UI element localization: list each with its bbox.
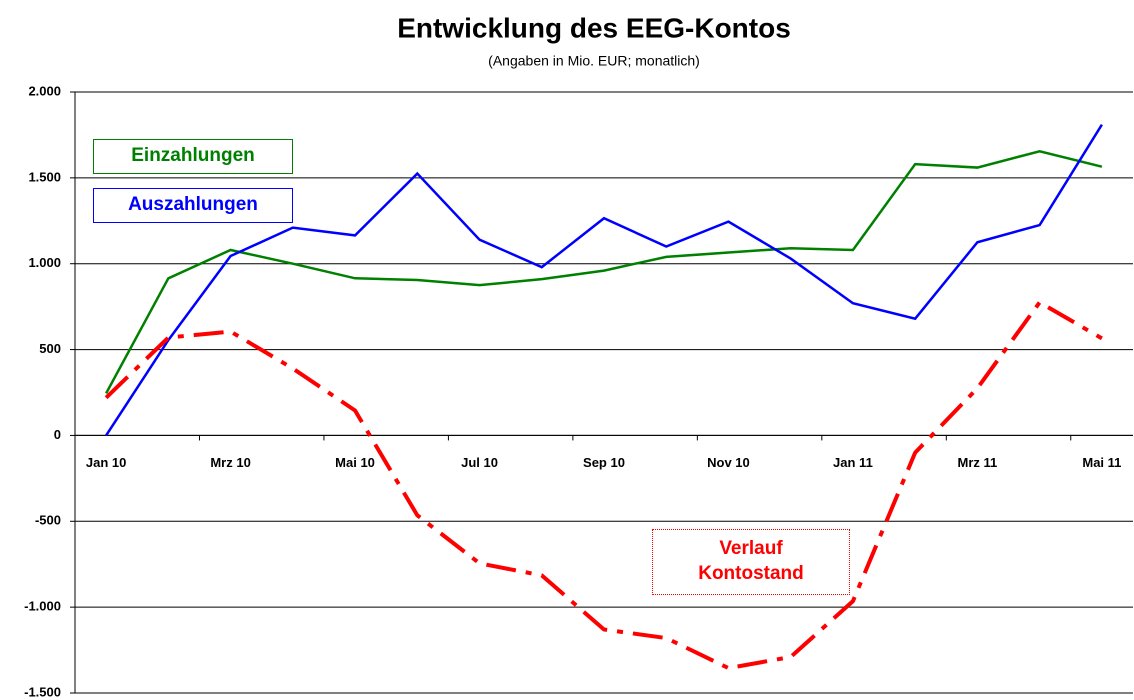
legend-entry: Einzahlungen <box>93 139 293 174</box>
legend-entry: Auszahlungen <box>93 188 293 223</box>
y-tick-label: -1.500 <box>24 684 61 699</box>
chart-title: Entwicklung des EEG-Kontos <box>397 12 791 43</box>
legend-entry: Verlauf Kontostand <box>652 529 850 595</box>
x-tick-label: Sep 10 <box>583 455 625 470</box>
series-line <box>105 123 1103 437</box>
x-tick-label: Jul 10 <box>461 455 498 470</box>
x-tick-label: Mrz 10 <box>210 455 250 470</box>
x-tick-label: Jan 10 <box>86 455 126 470</box>
series-line <box>105 149 1103 394</box>
y-tick-label: -1.000 <box>24 599 61 614</box>
x-tick-label: Mai 11 <box>1082 455 1121 470</box>
y-tick-label: 500 <box>39 341 61 356</box>
x-tick-label: Mai 10 <box>335 455 375 470</box>
x-tick-label: Nov 10 <box>707 455 750 470</box>
y-tick-label: 1.000 <box>28 255 61 270</box>
y-tick-label: -500 <box>35 513 61 528</box>
series-line <box>104 299 1103 671</box>
y-tick-label: 1.500 <box>28 169 61 184</box>
x-tick-label: Mrz 11 <box>958 455 998 470</box>
x-tick-label: Jan 11 <box>833 455 873 470</box>
y-tick-label: 0 <box>54 427 61 442</box>
y-tick-label: 2.000 <box>28 83 61 98</box>
chart-subtitle: (Angaben in Mio. EUR; monatlich) <box>488 53 700 69</box>
